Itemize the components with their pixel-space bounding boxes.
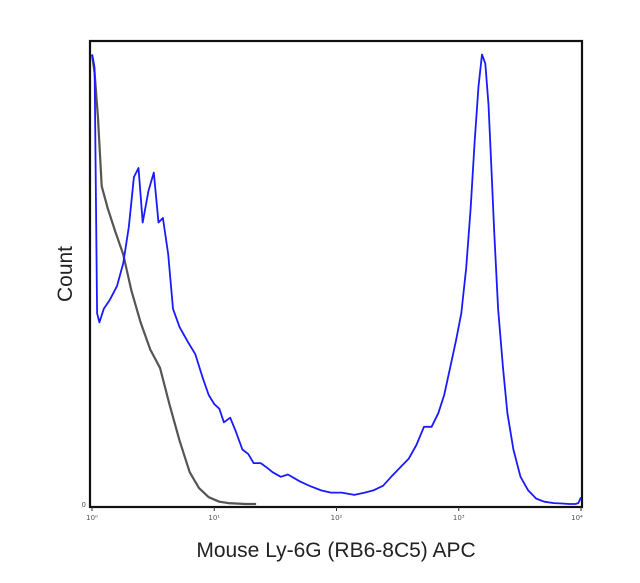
- plot-frame: [88, 39, 584, 509]
- x-tick-label: 10⁰: [86, 514, 98, 522]
- series-layer: [90, 53, 582, 506]
- series-line-1: [90, 54, 257, 506]
- x-axis-ticks: 10⁰ 10¹ 10² 10³ 10⁴: [86, 507, 583, 522]
- y-tick-label: 0: [82, 501, 86, 509]
- x-tick-label: 10³: [453, 514, 465, 522]
- x-tick-label: 10²: [331, 514, 343, 522]
- y-axis-label: Count: [54, 246, 77, 302]
- x-axis-label: Mouse Ly-6G (RB6-8C5) APC: [196, 539, 475, 562]
- x-tick-label: 10¹: [208, 514, 220, 522]
- x-tick-label: 10⁴: [571, 514, 583, 522]
- y-axis-ticks: 0: [82, 501, 86, 509]
- series-line-2: [91, 53, 582, 505]
